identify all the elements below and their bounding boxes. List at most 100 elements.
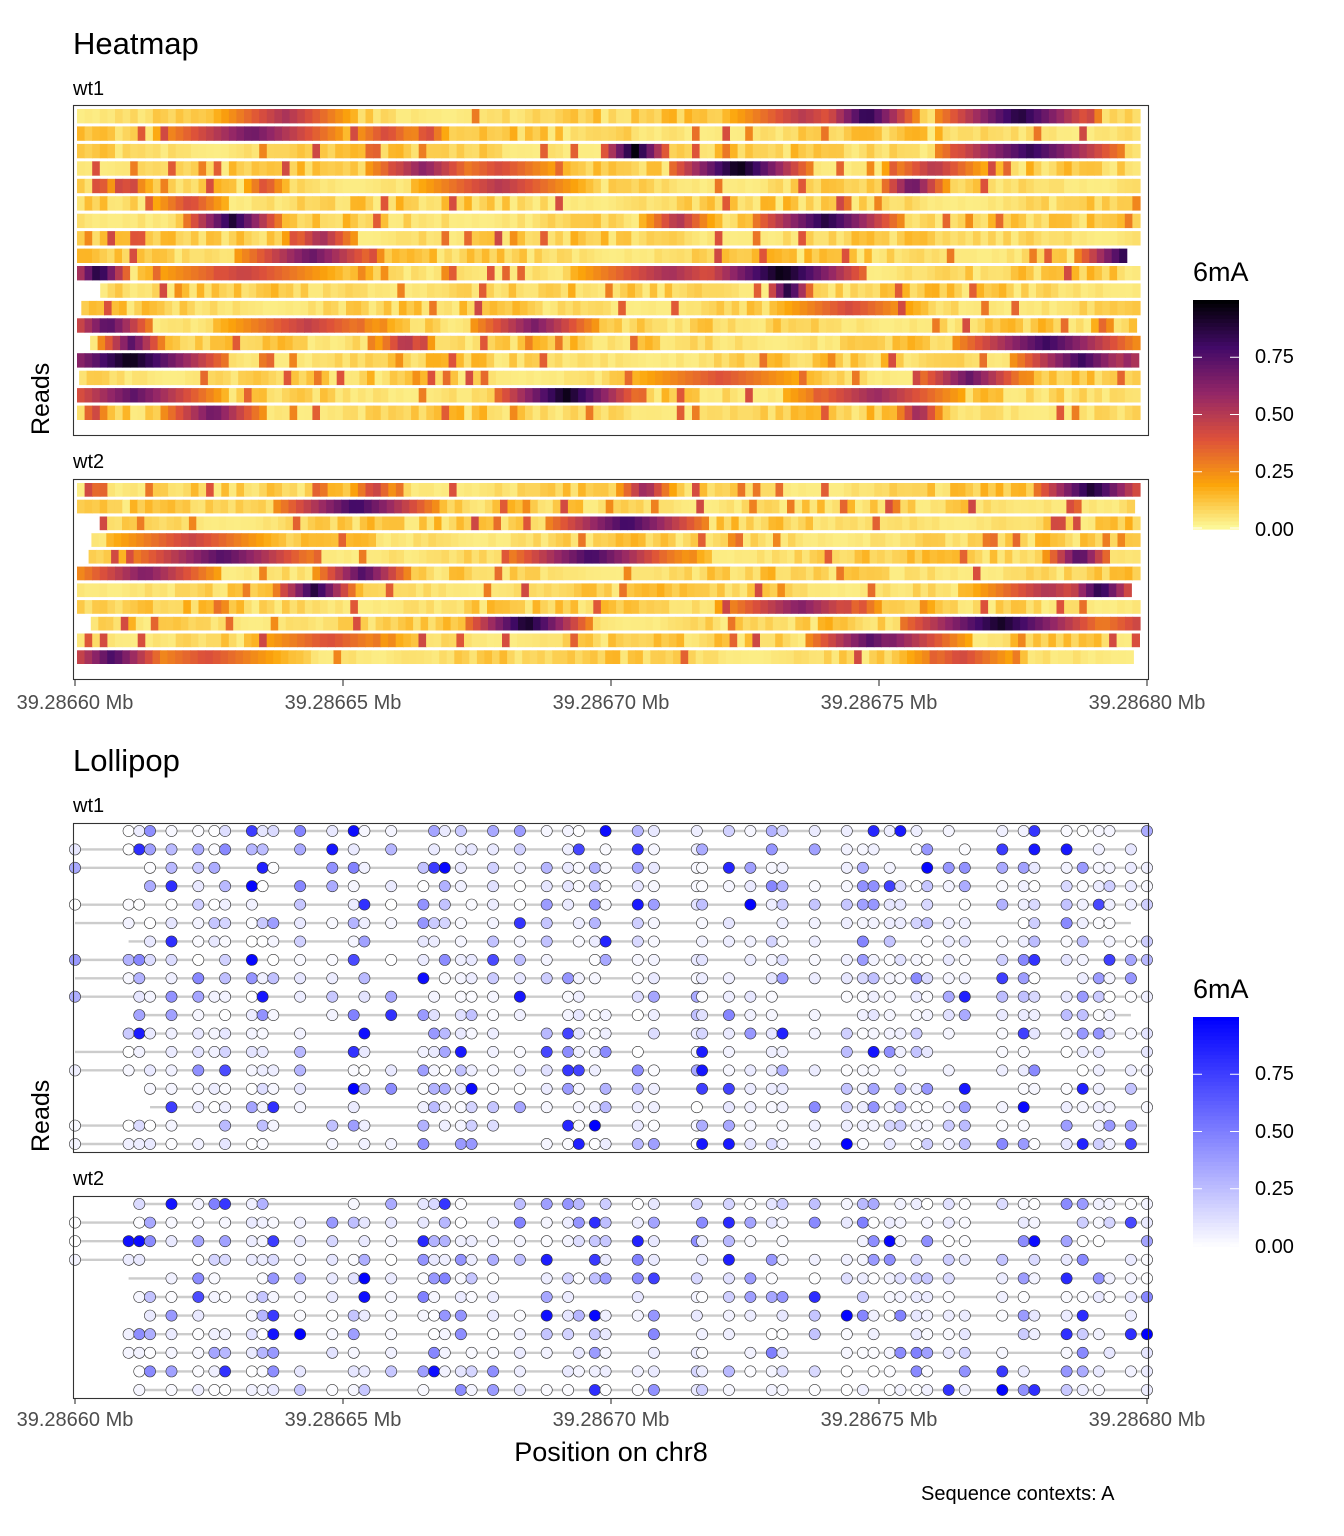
methylation-point	[454, 1235, 467, 1248]
heatmap-cell	[1033, 231, 1042, 246]
heatmap-cell	[866, 483, 875, 497]
heatmap-cell	[515, 499, 524, 514]
heatmap-cell	[107, 516, 116, 531]
heatmap-cell	[585, 533, 594, 547]
heatmap-cell	[350, 388, 359, 403]
heatmap-cell	[845, 300, 854, 316]
methylation-point	[894, 1216, 907, 1229]
heatmap-cell	[1101, 266, 1111, 281]
heatmap-cell	[474, 300, 483, 316]
heatmap-cell	[122, 231, 131, 246]
heatmap-cell	[585, 266, 594, 281]
heatmap-cell	[902, 516, 911, 531]
heatmap-cell	[1121, 318, 1130, 333]
heatmap-cell	[353, 533, 362, 547]
heatmap-cell	[464, 231, 473, 246]
methylation-point	[465, 1064, 478, 1077]
heatmap-cell	[714, 109, 723, 124]
heatmap-cell	[373, 405, 382, 420]
heatmap-cell	[348, 650, 357, 664]
heatmap-cell	[980, 109, 989, 124]
heatmap-cell	[745, 109, 754, 124]
methylation-point	[765, 1027, 778, 1040]
heatmap-cell	[926, 633, 936, 648]
heatmap-cell	[631, 126, 640, 141]
heatmap-cell	[297, 231, 306, 246]
methylation-point	[358, 1082, 371, 1095]
heatmap-cell	[859, 405, 868, 420]
methylation-point	[857, 880, 869, 893]
heatmap-cell	[1026, 266, 1035, 281]
heatmap-cell	[471, 126, 480, 141]
heatmap-cell	[144, 583, 153, 598]
heatmap-cell	[793, 650, 802, 664]
heatmap-cell	[866, 196, 875, 211]
heatmap-cell	[487, 388, 496, 403]
heatmap-cell	[912, 370, 921, 386]
heatmap-cell	[320, 566, 329, 581]
heatmap-cell	[190, 178, 200, 194]
heatmap-cell	[794, 549, 803, 564]
heatmap-cell	[157, 335, 166, 351]
heatmap-cell	[927, 266, 936, 281]
heatmap-cell	[189, 283, 198, 298]
heatmap-cell	[480, 335, 489, 351]
methylation-point	[921, 843, 934, 856]
heatmap-cell	[859, 231, 868, 246]
heatmap-cell	[1018, 143, 1027, 159]
methylation-point	[883, 861, 896, 874]
heatmap-cell	[473, 533, 482, 547]
heatmap-cell	[510, 533, 519, 547]
heatmap-cell	[1021, 283, 1030, 298]
heatmap-cell	[900, 499, 909, 514]
heatmap-cell	[145, 266, 154, 281]
heatmap-cell	[341, 318, 351, 333]
heatmap-cell	[190, 196, 200, 211]
methylation-point	[744, 1064, 757, 1077]
heatmap-cell	[1012, 533, 1021, 547]
heatmap-cell	[365, 231, 374, 246]
methylation-point	[867, 898, 880, 911]
heatmap-cell	[183, 178, 192, 194]
heatmap-cell	[1117, 616, 1126, 631]
heatmap-cell	[761, 283, 770, 298]
heatmap-cell	[525, 109, 534, 124]
heatmap-cell	[426, 633, 435, 648]
heatmap-cell	[1079, 549, 1088, 564]
heatmap-cell	[730, 370, 739, 386]
heatmap-cell	[393, 650, 402, 664]
heatmap-cell	[700, 370, 709, 386]
heatmap-cell	[331, 248, 340, 263]
heatmap-cell	[889, 633, 898, 648]
heatmap-cell	[494, 231, 503, 246]
heatmap-cell	[827, 516, 836, 531]
heatmap-cell	[182, 583, 191, 598]
heatmap-cell	[737, 388, 746, 403]
heatmap-cell	[654, 600, 663, 614]
methylation-point	[744, 861, 757, 874]
methylation-point	[958, 1198, 971, 1210]
heatmap-cell	[498, 583, 507, 598]
heatmap-cell	[707, 161, 716, 176]
methylation-point	[1028, 972, 1041, 985]
heatmap-cell	[321, 549, 330, 564]
heatmap-cell	[627, 650, 636, 664]
heatmap-cell	[743, 533, 752, 547]
heatmap-cell	[912, 143, 921, 159]
heatmap-cell	[1071, 405, 1080, 420]
methylation-point	[267, 935, 280, 948]
heatmap-cell	[263, 283, 272, 298]
heatmap-cell	[935, 231, 944, 246]
heatmap-cell	[375, 283, 383, 298]
heatmap-cell	[280, 499, 290, 514]
heatmap-cell	[524, 633, 533, 648]
heatmap-cell	[198, 143, 207, 159]
heatmap-cell	[692, 231, 701, 246]
heatmap-cell	[889, 126, 898, 141]
heatmap-cell	[1102, 516, 1111, 531]
heatmap-cell	[616, 126, 625, 141]
heatmap-cell	[836, 266, 845, 281]
heatmap-cell	[1051, 248, 1060, 263]
methylation-point	[256, 1046, 269, 1058]
heatmap-cell	[502, 266, 511, 281]
